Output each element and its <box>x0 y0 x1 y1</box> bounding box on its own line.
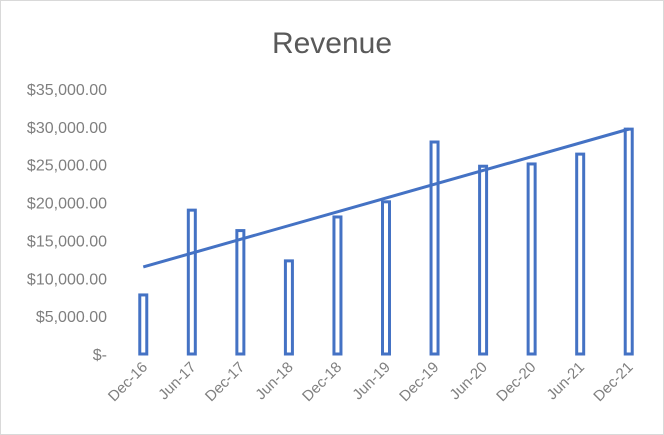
x-tick-label: Jun-19 <box>349 359 393 403</box>
revenue-bar <box>186 208 197 356</box>
revenue-bar <box>283 259 294 356</box>
revenue-bar <box>526 162 537 356</box>
x-axis: Dec-16 Jun-17 Dec-17 Jun-18 Dec-18 Jun-19 Dec-… <box>105 359 637 405</box>
revenue-bar <box>138 293 149 356</box>
y-tick-label: $5,000.00 <box>36 309 107 326</box>
y-tick-label: $15,000.00 <box>27 233 107 250</box>
x-tick-label: Dec-20 <box>493 359 539 405</box>
revenue-bar <box>478 164 489 356</box>
x-tick-label: Dec-21 <box>590 359 636 405</box>
x-tick-label: Jun-21 <box>544 359 588 403</box>
y-tick-label: $10,000.00 <box>27 271 107 288</box>
x-tick-label: Dec-16 <box>105 359 151 405</box>
x-tick-label: Jun-20 <box>446 359 490 403</box>
y-tick-label: $25,000.00 <box>27 158 107 175</box>
revenue-bar <box>623 127 634 356</box>
trendline-group <box>142 127 630 269</box>
x-tick-label: Dec-17 <box>202 359 248 405</box>
revenue-bar <box>332 215 343 356</box>
chart-title: Revenue <box>272 27 392 60</box>
y-tick-label: $35,000.00 <box>27 82 107 99</box>
x-tick-label: Jun-17 <box>155 359 199 403</box>
x-tick-label: Dec-19 <box>396 359 442 405</box>
revenue-bar <box>575 152 586 356</box>
x-tick-label: Dec-18 <box>299 359 345 405</box>
trendline <box>142 127 630 269</box>
y-tick-label: $20,000.00 <box>27 196 107 213</box>
revenue-bar <box>429 140 440 356</box>
revenue-bar <box>235 229 246 356</box>
y-tick-label: $- <box>93 347 107 364</box>
x-tick-label: Jun-18 <box>252 359 296 403</box>
revenue-bar <box>381 200 391 356</box>
y-axis: $- $5,000.00 $10,000.00 $15,000.00 $20,000.0… <box>27 82 107 364</box>
bar-series <box>138 127 634 356</box>
y-tick-label: $30,000.00 <box>27 120 107 137</box>
